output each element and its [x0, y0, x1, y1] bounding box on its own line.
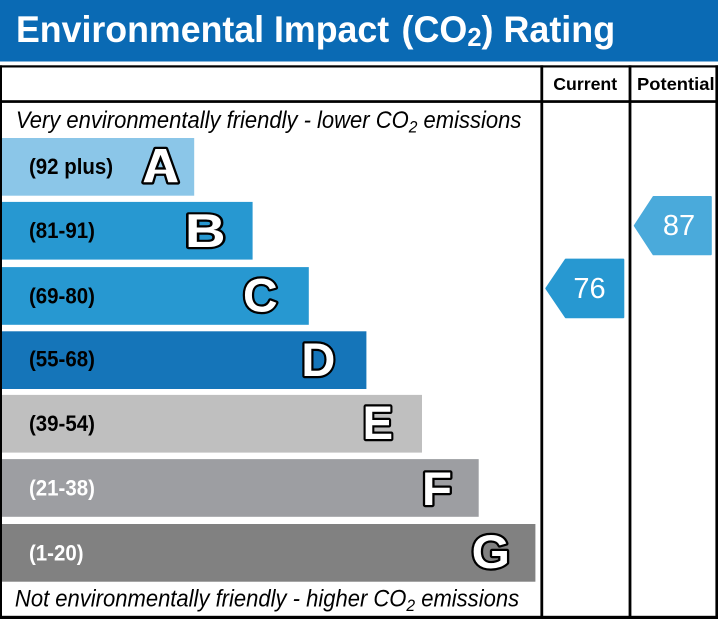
svg-text:Current: Current: [553, 74, 617, 94]
svg-text:Potential: Potential: [637, 74, 715, 94]
svg-text:D: D: [301, 333, 335, 386]
svg-text:B: B: [185, 205, 226, 258]
svg-text:F: F: [422, 463, 452, 516]
svg-text:(69-80): (69-80): [29, 284, 95, 309]
svg-text:(39-54): (39-54): [29, 412, 95, 437]
svg-text:Very environmentally friendly: Very environmentally friendly - lower CO…: [16, 106, 522, 137]
svg-text:C: C: [243, 270, 278, 322]
svg-text:(1-20): (1-20): [29, 541, 84, 566]
svg-text:87: 87: [663, 210, 695, 242]
svg-text:(81-91): (81-91): [29, 218, 95, 243]
svg-text:76: 76: [573, 273, 605, 305]
svg-text:(21-38): (21-38): [29, 476, 95, 501]
svg-text:Not environmentally friendly -: Not environmentally friendly - higher CO…: [15, 585, 520, 616]
svg-text:(55-68): (55-68): [29, 347, 95, 372]
svg-text:(CO2) Rating: (CO2) Rating: [402, 8, 616, 51]
svg-text:Environmental Impact: Environmental Impact: [16, 8, 389, 49]
svg-text:G: G: [472, 526, 510, 579]
svg-text:E: E: [363, 396, 393, 449]
svg-text:(92 plus): (92 plus): [29, 154, 113, 179]
